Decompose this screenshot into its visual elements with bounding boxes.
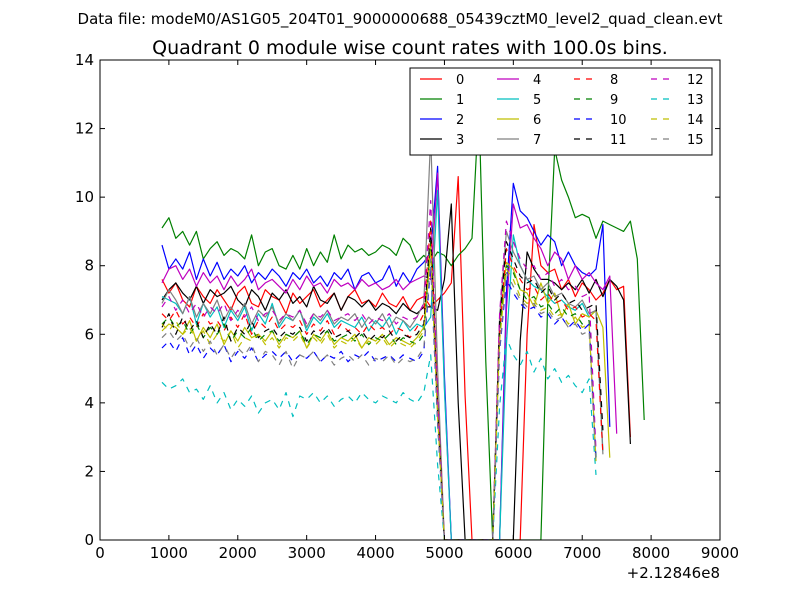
series-line-6 — [161, 244, 611, 540]
legend-label-1: 1 — [456, 93, 464, 108]
x-tick-label: 5000 — [425, 544, 463, 562]
x-tick-label: 2000 — [219, 544, 257, 562]
series-line-1 — [161, 103, 645, 540]
legend-label-5: 5 — [533, 93, 541, 108]
legend-label-13: 13 — [687, 93, 704, 108]
series-line-14 — [161, 251, 597, 540]
legend-label-2: 2 — [456, 113, 464, 128]
legend-label-4: 4 — [533, 73, 541, 88]
x-tick-label: 6000 — [494, 544, 532, 562]
legend-box — [409, 67, 713, 156]
legend-label-14: 14 — [687, 113, 704, 128]
y-tick-label: 12 — [75, 120, 94, 138]
series-line-15 — [161, 258, 597, 540]
x-tick-label: 8000 — [632, 544, 670, 562]
legend-label-12: 12 — [687, 73, 704, 88]
legend-label-7: 7 — [533, 133, 541, 148]
series-line-0 — [161, 176, 631, 540]
series-line-4 — [161, 172, 618, 540]
chart-title: Quadrant 0 module wise count rates with … — [152, 37, 668, 59]
x-tick-label: 4000 — [356, 544, 394, 562]
y-tick-label: 2 — [84, 462, 94, 480]
legend-label-3: 3 — [456, 133, 464, 148]
series-line-13 — [161, 337, 597, 540]
y-tick-label: 4 — [84, 394, 94, 412]
x-tick-label: 7000 — [563, 544, 601, 562]
axes-frame — [99, 59, 721, 541]
figure-suptitle: Data file: modeM0/AS1G05_204T01_90000006… — [78, 10, 723, 29]
y-tick-label: 0 — [84, 531, 94, 549]
legend-label-8: 8 — [610, 73, 618, 88]
legend-label-9: 9 — [610, 93, 618, 108]
legend-label-11: 11 — [610, 133, 627, 148]
legend-label-6: 6 — [533, 113, 541, 128]
legend-label-15: 15 — [687, 133, 704, 148]
x-tick-label: 0 — [95, 544, 105, 562]
legend-label-10: 10 — [610, 113, 627, 128]
x-tick-label: 9000 — [701, 544, 739, 562]
series-line-11 — [161, 227, 604, 540]
y-tick-label: 14 — [75, 51, 94, 69]
x-tick-label: 3000 — [288, 544, 326, 562]
series-line-2 — [161, 165, 611, 540]
series-line-9 — [161, 241, 597, 540]
series-line-8 — [161, 220, 604, 540]
axes: 0 1000 2000 3000 4000 5000 6000 7000 8000 9000 0 2 4… — [75, 51, 739, 562]
x-offset-label: +2.12846e8 — [627, 564, 720, 582]
series-line-12 — [161, 200, 597, 540]
legend-label-0: 0 — [456, 73, 464, 88]
series-line-10 — [161, 265, 597, 540]
y-tick-label: 8 — [84, 257, 94, 275]
x-tick-label: 1000 — [150, 544, 188, 562]
plot-area — [161, 103, 645, 540]
y-tick-label: 10 — [75, 188, 94, 206]
y-tick-label: 6 — [84, 325, 94, 343]
